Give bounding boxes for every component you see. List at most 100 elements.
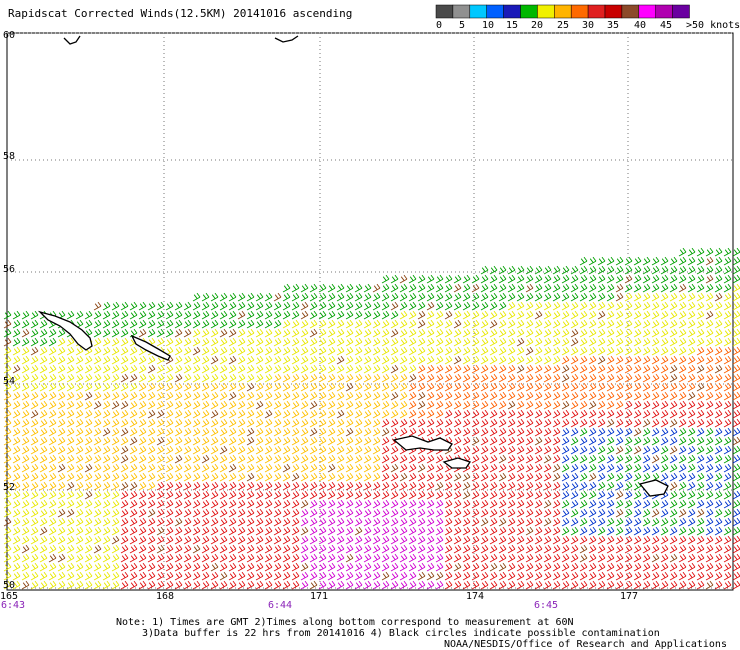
wind-barb: [714, 409, 723, 419]
wind-barb: [21, 409, 30, 419]
wind-barb: [111, 535, 120, 545]
wind-barb: [525, 364, 534, 374]
wind-barb: [615, 346, 624, 356]
wind-barb: [21, 544, 30, 554]
wind-barb: [300, 580, 309, 590]
wind-barb: [381, 274, 390, 284]
wind-barb: [282, 490, 291, 500]
wind-barb: [282, 553, 291, 563]
wind-barb: [534, 481, 543, 491]
wind-barb: [309, 499, 318, 509]
wind-barb: [669, 265, 678, 275]
wind-barb: [147, 400, 156, 410]
wind-barb: [12, 553, 21, 563]
wind-barb: [525, 373, 534, 383]
wind-barb: [525, 535, 534, 545]
wind-barb: [102, 310, 111, 320]
wind-barb: [201, 508, 210, 518]
wind-barb: [579, 544, 588, 554]
wind-barb: [669, 436, 678, 446]
wind-barb: [291, 301, 300, 311]
wind-barb: [120, 355, 129, 365]
wind-barb: [696, 400, 705, 410]
wind-barb: [480, 445, 489, 455]
wind-barb: [489, 517, 498, 527]
wind-barb: [12, 499, 21, 509]
wind-barb: [255, 553, 264, 563]
wind-barb: [30, 517, 39, 527]
wind-barb: [129, 535, 138, 545]
wind-barb: [192, 553, 201, 563]
wind-barb: [57, 373, 66, 383]
wind-barb: [498, 391, 507, 401]
wind-barb: [363, 355, 372, 365]
wind-barb: [687, 508, 696, 518]
wind-barb: [300, 328, 309, 338]
wind-barb: [462, 436, 471, 446]
wind-barb: [714, 265, 723, 275]
wind-barb: [318, 544, 327, 554]
wind-barb: [363, 409, 372, 419]
wind-barb: [552, 319, 561, 329]
wind-barb: [102, 319, 111, 329]
wind-barb: [552, 400, 561, 410]
wind-barb: [327, 481, 336, 491]
wind-barb: [480, 499, 489, 509]
colorbar-swatch: [672, 4, 690, 19]
wind-barb: [642, 355, 651, 365]
wind-barb: [687, 355, 696, 365]
wind-barb: [309, 355, 318, 365]
wind-barb: [525, 553, 534, 563]
wind-barb: [606, 580, 615, 590]
wind-barb: [597, 427, 606, 437]
wind-barb: [210, 544, 219, 554]
wind-barb: [561, 463, 570, 473]
wind-barb: [642, 526, 651, 536]
wind-barb: [516, 535, 525, 545]
wind-barb: [507, 319, 516, 329]
wind-barb: [399, 301, 408, 311]
wind-barb: [579, 580, 588, 590]
wind-barb: [534, 409, 543, 419]
wind-barb: [228, 292, 237, 302]
wind-barb: [183, 481, 192, 491]
wind-barb: [678, 337, 687, 347]
wind-barb: [273, 346, 282, 356]
wind-barb: [327, 454, 336, 464]
wind-barb: [30, 580, 39, 590]
wind-barb: [93, 526, 102, 536]
wind-barb: [597, 355, 606, 365]
wind-barb: [714, 544, 723, 554]
wind-barb: [57, 526, 66, 536]
wind-barb: [48, 562, 57, 572]
wind-barb: [210, 319, 219, 329]
wind-barb: [678, 292, 687, 302]
wind-barb: [318, 517, 327, 527]
wind-barb: [534, 400, 543, 410]
wind-barb: [111, 454, 120, 464]
wind-barb: [615, 319, 624, 329]
wind-barb: [12, 391, 21, 401]
wind-barb: [462, 274, 471, 284]
wind-barb: [390, 481, 399, 491]
wind-barb: [282, 526, 291, 536]
wind-barb: [588, 436, 597, 446]
wind-barb: [480, 292, 489, 302]
wind-barb: [228, 436, 237, 446]
wind-barb: [291, 373, 300, 383]
wind-barb: [597, 553, 606, 563]
wind-barb: [660, 418, 669, 428]
wind-barb: [561, 427, 570, 437]
wind-barb: [462, 562, 471, 572]
wind-barb: [390, 427, 399, 437]
wind-barb: [21, 571, 30, 581]
wind-barb: [732, 265, 740, 275]
wind-barb: [642, 472, 651, 482]
wind-barb: [606, 508, 615, 518]
wind-barb: [588, 274, 597, 284]
wind-barb: [669, 580, 678, 590]
wind-barb: [570, 517, 579, 527]
wind-barb: [696, 346, 705, 356]
wind-barb: [615, 517, 624, 527]
wind-barb: [696, 355, 705, 365]
